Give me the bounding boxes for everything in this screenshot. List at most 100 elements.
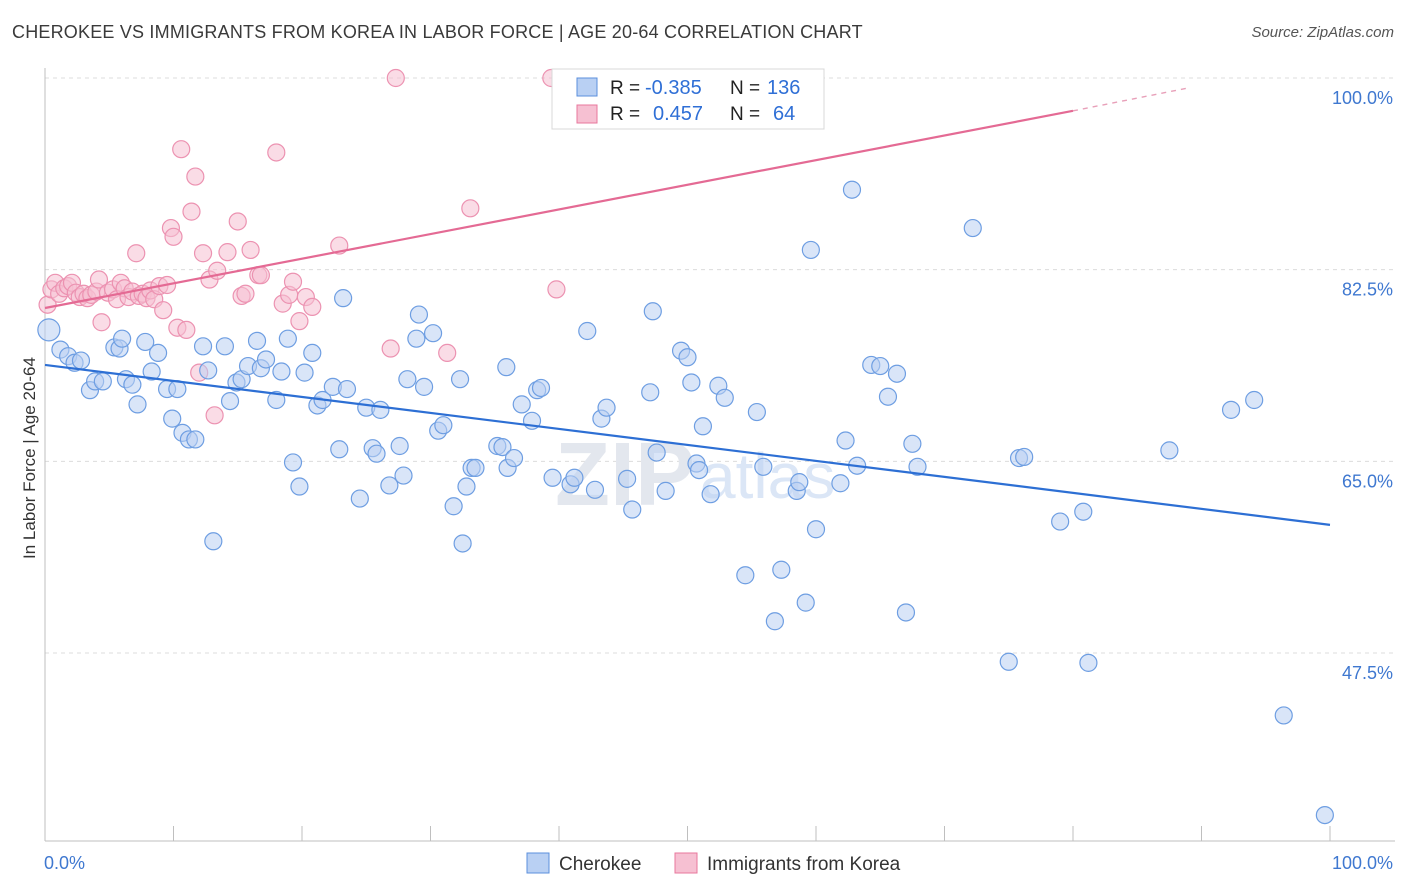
cherokee-point xyxy=(903,434,922,453)
cherokee-point xyxy=(887,364,907,383)
legend-n-label-1: N = xyxy=(730,78,760,99)
cherokee-point xyxy=(806,520,826,539)
cherokee-point xyxy=(37,318,61,342)
cherokee-point xyxy=(163,409,182,428)
x-tick-label-1: 100.0% xyxy=(1332,853,1393,873)
cherokee-point xyxy=(623,500,642,519)
series-cherokee-points xyxy=(37,180,1334,825)
series-korea-points xyxy=(38,68,693,425)
cherokee-point xyxy=(963,218,982,238)
cherokee-point xyxy=(142,362,161,381)
bottom-legend-swatch-korea xyxy=(674,852,698,874)
cherokee-point xyxy=(295,363,314,382)
cherokee-point xyxy=(701,485,720,504)
cherokee-point xyxy=(1245,390,1264,410)
cherokee-point xyxy=(337,379,357,399)
korea-point xyxy=(127,244,146,263)
korea-point xyxy=(303,297,322,317)
cherokee-point xyxy=(896,603,916,622)
cherokee-point xyxy=(1160,441,1179,460)
korea-point xyxy=(218,243,237,262)
cherokee-point xyxy=(371,400,390,419)
cherokee-point xyxy=(71,351,91,370)
cherokee-point xyxy=(801,240,820,260)
cherokee-point xyxy=(450,370,470,389)
cherokee-point xyxy=(112,329,132,348)
cherokee-point xyxy=(765,612,784,631)
cherokee-point xyxy=(1015,447,1034,467)
cherokee-point xyxy=(531,378,551,398)
y-tick-label-1: 65.0% xyxy=(1342,471,1393,491)
legend-r-value-2: 0.457 xyxy=(653,103,703,125)
cherokee-point xyxy=(878,387,898,406)
cherokee-point xyxy=(434,416,453,435)
korea-point xyxy=(283,272,303,291)
trend-lines xyxy=(44,87,1331,526)
cherokee-point xyxy=(736,566,755,585)
cherokee-point xyxy=(1221,400,1241,419)
cherokee-point xyxy=(220,391,240,411)
korea-point xyxy=(228,212,247,231)
cherokee-point xyxy=(1315,805,1334,825)
cherokee-point xyxy=(643,302,662,321)
cherokee-point xyxy=(871,356,890,376)
legend-swatch-korea xyxy=(576,104,598,124)
bottom-legend-korea: Immigrants from Korea xyxy=(707,854,901,875)
cherokee-point xyxy=(1051,512,1070,531)
korea-point xyxy=(89,270,109,289)
cherokee-point xyxy=(908,457,927,476)
cherokee-point xyxy=(693,417,713,436)
cherokee-point xyxy=(543,468,562,487)
x-tick-label-0: 0.0% xyxy=(44,853,85,873)
cherokee-point xyxy=(193,337,213,356)
cherokee-point xyxy=(796,593,815,612)
cherokee-point xyxy=(790,473,809,492)
cherokee-point xyxy=(682,373,701,392)
cherokee-point xyxy=(123,375,142,394)
cherokee-point xyxy=(678,348,697,367)
cherokee-point xyxy=(656,481,675,501)
cherokee-point xyxy=(407,329,426,348)
korea-point xyxy=(172,140,191,159)
bottom-legend-swatch-cherokee xyxy=(526,852,550,874)
korea-point xyxy=(290,312,309,331)
cherokee-point xyxy=(1074,502,1093,521)
cherokee-point xyxy=(512,395,531,414)
cherokee-point xyxy=(148,343,168,363)
cherokee-point xyxy=(1079,653,1098,672)
korea-point xyxy=(92,313,111,332)
korea-point xyxy=(381,339,400,358)
cherokee-point xyxy=(618,469,637,488)
cherokee-point xyxy=(457,477,476,496)
cherokee-point xyxy=(497,358,516,377)
y-tick-labels: 47.5% 65.0% 82.5% 100.0% xyxy=(1332,88,1393,683)
cherokee-point xyxy=(423,324,443,343)
cherokee-point xyxy=(565,468,584,487)
cherokee-point xyxy=(747,402,766,422)
cherokee-point xyxy=(330,440,349,459)
korea-point xyxy=(186,167,205,186)
korea-point xyxy=(236,284,255,303)
legend-n-value-2: 64 xyxy=(773,103,795,125)
cherokee-point xyxy=(836,431,855,450)
cherokee-point xyxy=(641,383,660,402)
legend-r-label-2: R = xyxy=(610,104,640,125)
cherokee-point xyxy=(409,305,429,324)
cherokee-point xyxy=(578,321,597,341)
cherokee-point xyxy=(350,489,369,508)
cherokee-point xyxy=(367,444,386,463)
y-tick-label-2: 82.5% xyxy=(1342,280,1393,300)
korea-point xyxy=(267,143,286,162)
legend-n-value-1: 136 xyxy=(767,77,800,99)
korea-point xyxy=(438,343,457,363)
cherokee-point xyxy=(303,343,322,363)
cherokee-point xyxy=(999,652,1018,671)
cherokee-point xyxy=(272,362,291,381)
legend-r-value-1: -0.385 xyxy=(645,77,702,99)
y-tick-label-0: 47.5% xyxy=(1342,663,1393,683)
cherokee-point xyxy=(466,458,485,478)
cherokee-point xyxy=(247,331,267,350)
chart-title: CHEROKEE VS IMMIGRANTS FROM KOREA IN LAB… xyxy=(12,22,863,42)
cherokee-point xyxy=(256,350,276,369)
series-legend: Cherokee Immigrants from Korea xyxy=(526,852,901,875)
